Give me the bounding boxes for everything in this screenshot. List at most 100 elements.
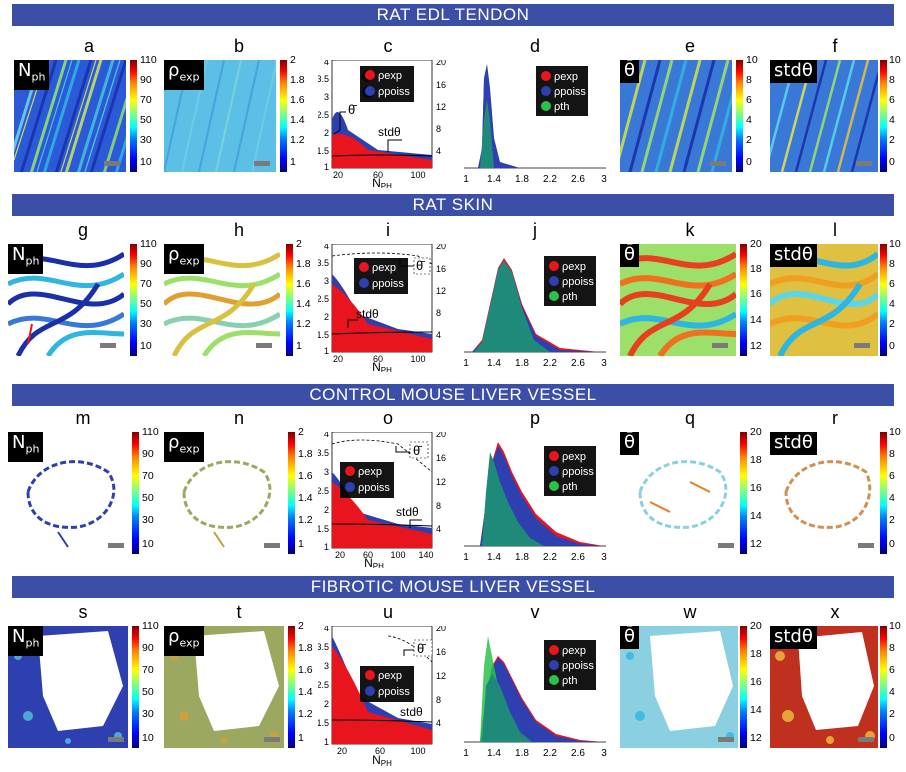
svg-text:4: 4: [324, 432, 329, 439]
svg-text:1.5: 1.5: [318, 146, 329, 156]
svg-text:4: 4: [436, 718, 441, 728]
svg-text:4: 4: [324, 626, 329, 633]
svg-text:60: 60: [363, 550, 373, 560]
svg-text:ρth: ρth: [554, 101, 569, 113]
nph-map: Nph: [8, 432, 128, 554]
theta-std-map: stdθ: [770, 432, 878, 554]
svg-text:8: 8: [436, 124, 441, 134]
row-banner-edl-tendon: RAT EDL TENDON: [12, 4, 894, 26]
theta-mean-tag: θ̄: [620, 244, 640, 267]
svg-text:2.2: 2.2: [543, 552, 557, 563]
svg-text:1: 1: [463, 552, 469, 563]
theta-mean-map: θ̄: [620, 60, 732, 172]
svg-text:1: 1: [324, 346, 329, 356]
svg-text:3: 3: [324, 92, 329, 102]
panel-letter: h: [233, 220, 244, 240]
colorbar: [288, 626, 295, 748]
panel-x: x stdθ 10 8 6 4 2 0: [770, 602, 901, 748]
panel-n: n ρexp 2 1.8 1.6 1.4 1.2 1: [164, 408, 314, 554]
svg-text:ρpoiss: ρpoiss: [562, 276, 594, 288]
svg-text:2.2: 2.2: [543, 174, 557, 185]
nph-map: Nph: [8, 626, 128, 748]
panel-letter: x: [830, 602, 840, 622]
panel-k: k θ̄ 20 18 16 14 12: [620, 220, 762, 356]
svg-text:20: 20: [436, 432, 446, 439]
panel-letter: b: [233, 36, 244, 56]
colorbar: [740, 432, 747, 554]
panel-letter: s: [78, 602, 88, 622]
colorbar: [132, 626, 139, 748]
panel-letter: d: [529, 36, 540, 56]
svg-text:3: 3: [601, 174, 607, 185]
svg-text:12: 12: [436, 477, 446, 487]
panel-letter: o: [382, 408, 393, 428]
svg-text:ρth: ρth: [562, 481, 577, 493]
scale-bar: [100, 343, 116, 348]
svg-text:1.8: 1.8: [515, 174, 529, 185]
rho-exp-tag: ρexp: [164, 626, 204, 656]
rho-exp-tag: ρexp: [164, 244, 204, 274]
panel-w: w θ̄ 20 18 16 14 12: [620, 602, 762, 748]
rho-exp-tag: ρexp: [164, 432, 204, 462]
row-banner-fibrotic-liver: FIBROTIC MOUSE LIVER VESSEL: [12, 576, 894, 598]
histogram-plot: ρexp ρpoiss ρth 1 1.4 1.8 2.2 2.6 3: [463, 256, 607, 369]
row-banner-rat-skin: RAT SKIN: [12, 194, 894, 216]
colorbar: [286, 244, 293, 356]
scale-bar: [108, 543, 124, 548]
rho-exp-map: ρexp: [164, 432, 284, 554]
panel-letter: f: [832, 36, 838, 56]
svg-text:2.2: 2.2: [543, 748, 557, 759]
svg-text:20: 20: [436, 626, 446, 633]
svg-text:100: 100: [390, 550, 405, 560]
scale-bar: [264, 543, 280, 548]
panel-letter: j: [533, 220, 537, 240]
panel-d-histogram: d ρexp ρpoiss ρth 1 1.4 1.8 2.2 2.6 3: [460, 36, 610, 188]
panel-letter: t: [236, 602, 242, 622]
svg-text:16: 16: [436, 80, 446, 90]
colorbar: [880, 626, 887, 748]
svg-text:3.5: 3.5: [318, 642, 329, 652]
theta-std-tag: stdθ: [770, 244, 817, 267]
svg-text:4: 4: [436, 146, 441, 156]
svg-text:1.5: 1.5: [318, 524, 329, 534]
panel-e: e θ̄ 10 8 6 4 2 0: [620, 36, 760, 172]
svg-text:ρpoiss: ρpoiss: [562, 660, 594, 672]
theta-std-map: stdθ: [770, 244, 878, 356]
panel-i-scatter: i ρexp ρpoiss θ̄ stdθ 4 3.5 3 2.5 2 1.5 …: [316, 220, 458, 375]
svg-text:ρexp: ρexp: [378, 670, 402, 682]
svg-text:ρexp: ρexp: [378, 70, 402, 82]
scale-bar: [710, 161, 726, 166]
svg-text:ρexp: ρexp: [562, 451, 586, 463]
nph-tag: Nph: [14, 60, 50, 90]
panel-letter: w: [683, 602, 697, 622]
colorbar: [740, 626, 747, 748]
svg-text:2: 2: [324, 128, 329, 138]
svg-text:60: 60: [373, 170, 383, 180]
panel-letter: v: [530, 602, 540, 622]
svg-text:4: 4: [324, 60, 329, 67]
svg-text:3.5: 3.5: [318, 258, 329, 268]
svg-text:θ̄: θ̄: [348, 102, 357, 117]
scatter-plot: ρexp ρpoiss θ̄ stdθ 4 3.5 3 2.5 2 1.5 1 …: [316, 623, 446, 768]
colorbar: [880, 432, 887, 554]
svg-text:1: 1: [463, 748, 469, 759]
svg-text:20: 20: [337, 746, 347, 756]
svg-text:20: 20: [436, 60, 446, 67]
rho-exp-tag: ρexp: [164, 60, 204, 90]
svg-text:ρexp: ρexp: [562, 261, 586, 273]
svg-text:NPH: NPH: [372, 360, 392, 372]
svg-text:1.4: 1.4: [487, 174, 501, 185]
panel-letter: g: [77, 220, 88, 240]
svg-text:100: 100: [410, 170, 425, 180]
panel-letter: q: [684, 408, 695, 428]
svg-text:ρpoiss: ρpoiss: [562, 466, 594, 478]
histogram-plot: ρexp ρpoiss ρth 1 1.4 1.8 2.2 2.6 3: [463, 442, 607, 563]
svg-text:12: 12: [436, 102, 446, 112]
rho-exp-map: ρexp: [164, 626, 284, 748]
scatter-plot: ρexp ρpoiss θ̄ stdθ 4 3.5 3 2.5 2 1.5 1 …: [316, 241, 446, 375]
panel-letter: k: [685, 220, 695, 240]
svg-text:ρexp: ρexp: [358, 466, 382, 478]
svg-text:1.4: 1.4: [487, 552, 501, 563]
panel-v-histogram: v ρexp ρpoiss ρth 1 1.4 1.8 2.2 2.6 3: [460, 602, 610, 760]
histogram-plot: ρexp ρpoiss ρth 1 1.4 1.8 2.2 2.6 3: [463, 636, 607, 759]
